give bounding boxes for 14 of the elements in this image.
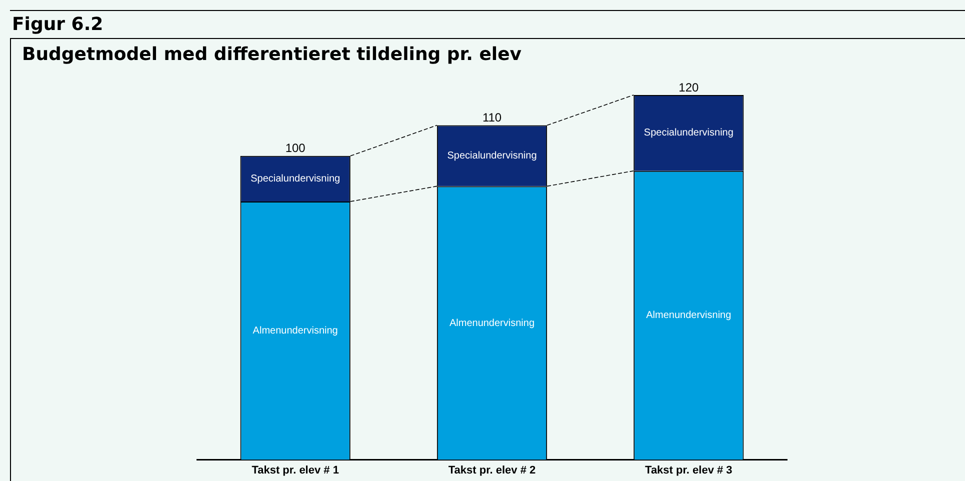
- text: Specialundervisning: [250, 173, 340, 184]
- series-label: Specialundervisning: [447, 150, 537, 162]
- text: Specialundervisning: [644, 128, 734, 139]
- x-tick-label: Takst pr. elev # 3: [645, 464, 732, 476]
- text: Almenundervisning: [646, 310, 732, 322]
- x-tick-label: Takst pr. elev # 1: [252, 464, 339, 476]
- chart-subtitle: Budgetmodel med differentieret tildeling pr. elev: [22, 44, 522, 65]
- text: Almenundervisning: [449, 318, 535, 329]
- annotation: 100: [285, 141, 306, 156]
- x-tick-label: Takst pr. elev # 2: [448, 464, 536, 476]
- chart-title: Figur 6.2: [12, 14, 104, 35]
- annotation: 120: [678, 80, 699, 94]
- annotation: 110: [482, 110, 502, 125]
- series-label: Almenundervisning: [252, 325, 338, 336]
